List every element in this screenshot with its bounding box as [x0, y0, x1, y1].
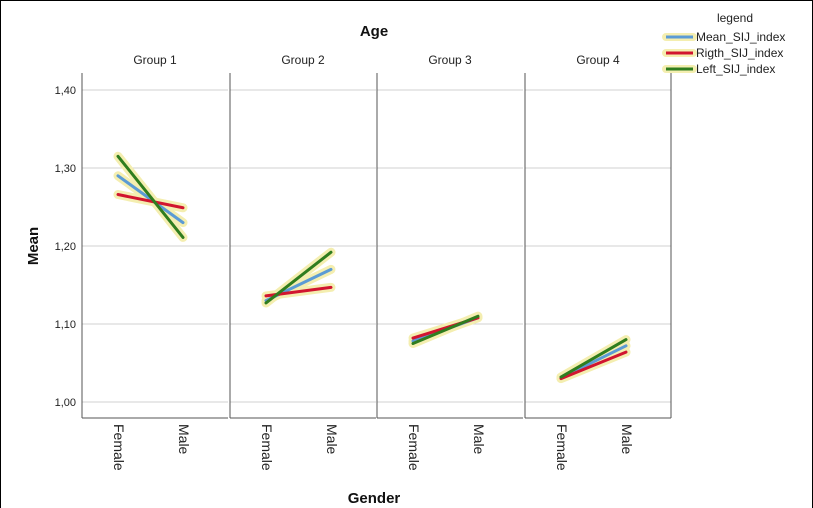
x-axis-title: Gender	[348, 490, 401, 507]
x-tick-label: Female	[554, 424, 570, 471]
y-tick-label: 1,40	[55, 85, 76, 97]
y-tick-label: 1,10	[55, 319, 76, 331]
series-line-left-sij-index	[264, 250, 333, 305]
panel-title: Group 3	[428, 53, 472, 67]
legend-label: Mean_SIJ_index	[696, 30, 785, 44]
x-tick-label: Male	[176, 424, 192, 455]
x-tick-label: Female	[259, 424, 275, 471]
legend-title: legend	[717, 11, 753, 25]
panel: Group 3 Female Male	[376, 53, 523, 471]
panel-title: Group 4	[576, 53, 620, 67]
y-tick-label: 1,00	[55, 397, 76, 409]
panel: Group 2 Female Male	[229, 53, 376, 471]
legend-label: Left_SIJ_index	[696, 62, 775, 76]
panel: Group 4 Female Male	[524, 53, 671, 471]
panel-title: Group 1	[133, 53, 177, 67]
series-line-left-sij-index	[116, 154, 185, 239]
x-tick-label: Female	[406, 424, 422, 471]
panel-title: Group 2	[281, 53, 325, 67]
series-line-rigth-sij-index	[116, 193, 185, 210]
series-line-left-sij-index	[411, 314, 480, 345]
chart-title: Age	[360, 23, 388, 40]
panel: Group 1 Female Male	[81, 53, 228, 471]
x-tick-label: Female	[111, 424, 127, 471]
legend-label: Rigth_SIJ_index	[696, 46, 783, 60]
series-line-rigth-sij-index	[559, 350, 628, 381]
legend: legend Mean_SIJ_index Rigth_SIJ_index Left_…	[662, 11, 785, 76]
x-tick-label: Male	[471, 424, 487, 455]
y-tick-label: 1,30	[55, 163, 76, 175]
y-axis: 1,00 1,10 1,20 1,30 1,40	[55, 85, 76, 409]
y-axis-title: Mean	[25, 227, 42, 265]
y-tick-label: 1,20	[55, 241, 76, 253]
x-tick-label: Male	[619, 424, 635, 455]
x-tick-label: Male	[324, 424, 340, 455]
series-line-left-sij-index	[559, 338, 628, 379]
